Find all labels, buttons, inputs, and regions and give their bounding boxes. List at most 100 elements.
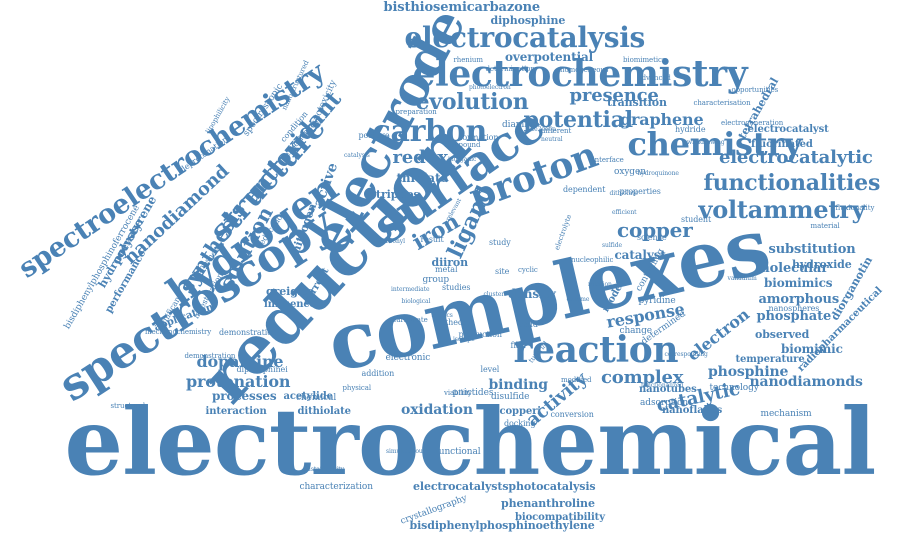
word-rhenium: rhenium: [453, 55, 483, 64]
word-sustainability: sustainability: [304, 466, 344, 473]
word-demonstration: demonstration: [219, 328, 278, 337]
word-diphosphinei: diphosphinei: [236, 365, 288, 374]
word-interaction: interaction: [205, 406, 267, 417]
word-copper: copper: [617, 218, 693, 242]
word-dopamine: dopamine: [196, 352, 284, 371]
word-molecular: molecular: [756, 260, 829, 276]
word-study: study: [489, 238, 511, 247]
word-electrogeneration: electrogeneration: [721, 118, 784, 127]
word-electrochemical: electrochemical: [64, 388, 877, 496]
word-fluxionality: fluxionality: [835, 203, 875, 212]
word-different: different: [541, 126, 572, 135]
word-presence: presence: [569, 85, 659, 106]
word-level: level: [480, 365, 500, 374]
word-compound: compound: [444, 140, 481, 149]
word-group: group: [422, 274, 450, 285]
word-pyridine: pyridine: [638, 295, 676, 306]
word-fe2co6p: fe2co6p: [532, 126, 556, 133]
word-thiolate: thiolate: [396, 171, 449, 185]
word-mimics: mimics: [431, 312, 453, 319]
word-film: film: [510, 341, 526, 350]
word-biomimic: biomimic: [781, 342, 843, 356]
word-mechanism: mechanism: [760, 408, 812, 419]
word-overpotential: overpotential: [505, 50, 594, 64]
word-photoelectron: photoelectron: [469, 84, 511, 91]
word-binding: binding: [488, 377, 549, 393]
word-disulfide: disulfide: [491, 391, 530, 402]
word-demonstration: demonstration: [184, 351, 236, 360]
word-production: production: [458, 330, 503, 339]
word-protonation: protonation: [186, 372, 291, 391]
word-simultaneous: simultaneous: [386, 448, 426, 455]
word-characterisation: characterisation: [693, 98, 751, 107]
word-cyclic: cyclic: [518, 265, 538, 274]
word-vanadium: vanadium: [727, 275, 757, 282]
word-interface: interface: [592, 155, 624, 164]
word-structural: structural: [110, 401, 146, 410]
word-influence: influence: [264, 299, 316, 310]
word-chemistry: chemistry: [627, 125, 803, 163]
word-reaction: reaction: [513, 329, 679, 371]
word-oxidation: oxidation: [401, 402, 473, 418]
word-metal: metal: [435, 265, 458, 274]
word-acetylide: acetylide: [283, 391, 334, 402]
word-corresponding: corresponding: [664, 351, 708, 358]
word-determination: determination: [485, 64, 535, 73]
word-electronic: electronic: [385, 352, 431, 363]
word-phenanthroline: phenanthroline: [501, 496, 595, 510]
word-hydroquinone: hydroquinone: [637, 170, 679, 177]
word-fluorinated: fluorinated: [751, 139, 813, 150]
word-functional: functional: [435, 446, 481, 457]
word-result: result: [420, 235, 444, 244]
word-electrocatalytic: electrocatalytic: [719, 147, 873, 168]
word-functionalized: functionalized: [641, 382, 684, 389]
word-technology: technology: [709, 382, 759, 393]
word-withdrawing: withdrawing: [687, 139, 725, 146]
word-biocompatibility: biocompatibility: [515, 512, 605, 523]
word-inorganic: inorganic: [448, 156, 477, 163]
word-biomimics: biomimics: [764, 276, 833, 290]
word-nanotubes: nanotubes: [639, 384, 697, 395]
word-transition: transition: [607, 95, 667, 109]
word-electrocatalystsphotocatalysis: electrocatalystsphotocatalysis: [413, 479, 596, 493]
word-greigite: greigite: [266, 284, 314, 298]
word-isotope: isotope: [453, 336, 475, 343]
word-carbonyl: carbonyl: [379, 238, 405, 245]
word-amorphous: amorphous: [758, 291, 840, 307]
word-carbonate: carbonate: [392, 315, 428, 324]
word-hydroxide: hydroxide: [792, 257, 852, 271]
word-docking: docking: [504, 419, 536, 428]
word-addition: addition: [361, 369, 395, 378]
word-copperi: copperi: [499, 406, 542, 417]
word-material: material: [810, 221, 840, 230]
word-physical: physical: [342, 383, 372, 392]
word-triphos: triphos: [376, 187, 420, 201]
word-neutral: neutral: [541, 136, 563, 143]
word-nanoflakes: nanoflakes: [662, 405, 723, 416]
word-nucleophilic: nucleophilic: [571, 255, 614, 264]
word-studies: studies: [442, 283, 471, 292]
word-pnictides: pnictides: [452, 387, 494, 398]
word-potential: potential: [523, 107, 634, 133]
word-viability: viability: [444, 388, 472, 397]
word-biomimetics: biomimetics: [623, 55, 666, 64]
word-substitution: substitution: [768, 241, 856, 257]
word-hydride: hydride: [675, 125, 706, 134]
word-intermediate: intermediate: [391, 286, 430, 293]
word-dithiolate: dithiolate: [297, 406, 352, 417]
word-biological: biological: [401, 298, 431, 305]
word-adsorption: adsorption: [640, 397, 689, 408]
word-sulfide: sulfide: [602, 242, 622, 249]
word-conversion: conversion: [550, 410, 594, 419]
word-electrocatalysis: electrocatalysis: [404, 21, 646, 54]
word-catalysis: catalysis: [344, 152, 370, 159]
word-density: density: [508, 287, 556, 301]
word-opportunities: opportunities: [731, 85, 779, 94]
word-diiron: diiron: [431, 255, 469, 269]
word-carbon: carbon: [372, 114, 488, 149]
word-mechanochemistry: mechanochemistry: [145, 327, 212, 336]
word-bisthiosemicarbazone: bisthiosemicarbazone: [383, 0, 541, 15]
word-complex: complex: [601, 367, 684, 388]
word-modified: modified: [561, 375, 592, 384]
